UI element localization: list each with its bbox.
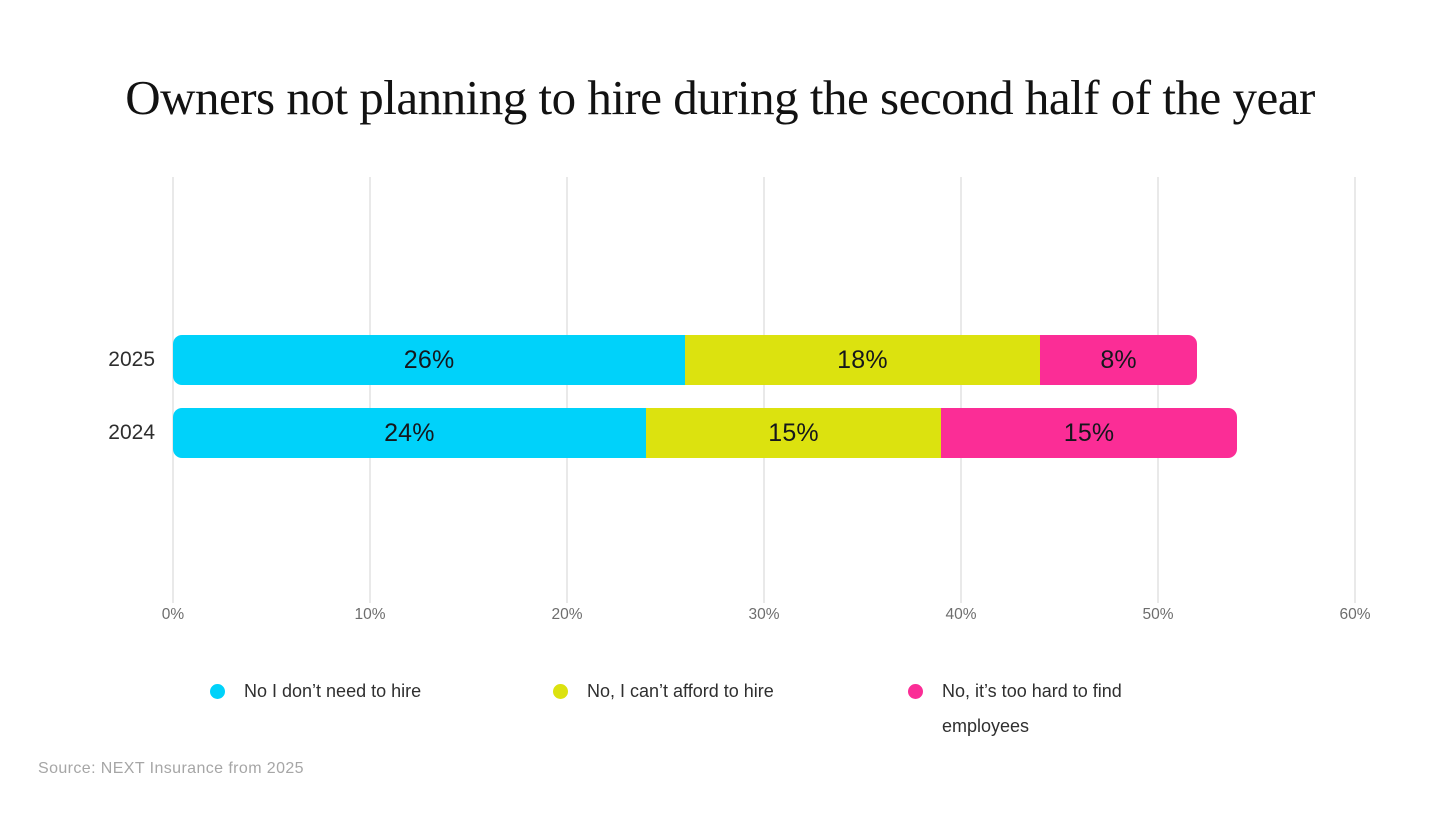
source-note: Source: NEXT Insurance from 2025	[38, 760, 304, 777]
bar-value-label: 26%	[403, 345, 455, 374]
bar-value-label: 24%	[384, 418, 435, 447]
gridline	[566, 177, 568, 603]
bar-value-label: 15%	[1063, 418, 1115, 447]
chart-title: Owners not planning to hire during the s…	[125, 69, 1315, 125]
legend-dot-icon	[210, 684, 225, 699]
x-tick-label: 50%	[1142, 606, 1174, 623]
x-tick-label: 10%	[354, 606, 386, 623]
legend-dot-icon	[553, 684, 568, 699]
bar-segment: 26%	[173, 335, 686, 385]
x-tick-label: 20%	[551, 606, 583, 623]
bar-value-label: 8%	[1100, 345, 1137, 374]
legend-item: No, it’s too hard to find employees	[908, 674, 1162, 744]
bar-segment: 8%	[1039, 335, 1198, 385]
category-label: 2024	[108, 421, 155, 444]
legend-item: No, I can’t afford to hire	[553, 674, 774, 709]
bar-value-label: 18%	[837, 345, 888, 374]
legend-label: No, I can’t afford to hire	[587, 681, 774, 701]
x-tick-label: 0%	[161, 606, 185, 623]
bar-segment: 18%	[685, 335, 1040, 385]
x-tick-label: 30%	[748, 606, 780, 623]
category-label: 2025	[108, 348, 155, 371]
bar-segment: 15%	[941, 408, 1237, 458]
bar-value-label: 15%	[768, 418, 819, 447]
gridline	[960, 177, 962, 603]
gridline	[172, 177, 174, 603]
plot-area: 26% 18% 8% 2025 24% 15% 15% 2024	[108, 177, 1356, 603]
legend-item: No I don’t need to hire	[210, 674, 421, 709]
gridline	[369, 177, 371, 603]
gridline	[1354, 177, 1356, 603]
legend-dot-icon	[908, 684, 923, 699]
legend-label: No, it’s too hard to find employees	[942, 681, 1122, 736]
gridline	[1157, 177, 1159, 603]
x-tick-label: 40%	[945, 606, 977, 623]
x-tick-label: 60%	[1339, 606, 1371, 623]
bar-segment: 24%	[173, 408, 646, 458]
bar-segment: 15%	[645, 408, 942, 458]
legend-label: No I don’t need to hire	[244, 681, 422, 701]
gridline	[763, 177, 765, 603]
